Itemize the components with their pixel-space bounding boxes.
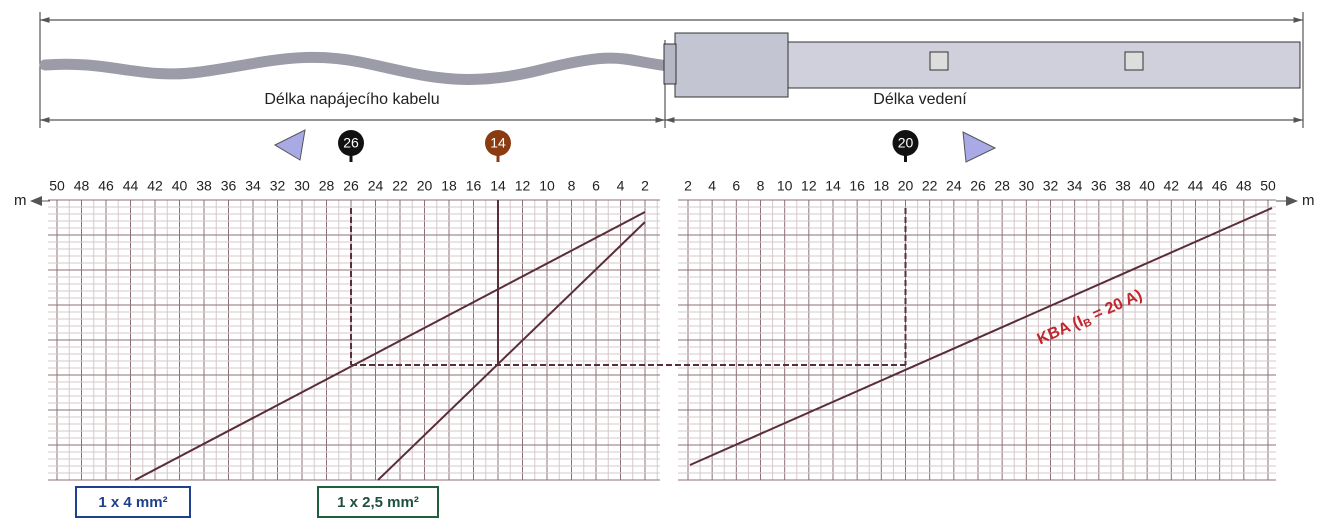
tick-label-left: 22 — [392, 178, 408, 194]
tick-label-right: 40 — [1139, 178, 1155, 194]
kba-suffix: = 20 A) — [1086, 287, 1145, 326]
tick-label-left: 30 — [294, 178, 310, 194]
tick-label-left: 26 — [343, 178, 359, 194]
tick-label-right: 8 — [757, 178, 765, 194]
pointer-left — [273, 129, 306, 161]
label-box — [75, 486, 191, 518]
tick-label-right: 26 — [970, 178, 986, 194]
rail — [787, 41, 1301, 89]
tick-label-right: 34 — [1067, 178, 1083, 194]
tick-label-left: 42 — [147, 178, 163, 194]
marker-label: 14 — [490, 135, 506, 151]
curve-4mm — [134, 211, 646, 481]
marker — [892, 130, 919, 156]
tick-label-right: 20 — [898, 178, 914, 194]
tick-label-right: 18 — [874, 178, 890, 194]
tick-label-left: 32 — [270, 178, 286, 194]
tick-label-left: 6 — [592, 178, 600, 194]
curve-kba — [689, 207, 1273, 466]
grid — [48, 199, 1276, 481]
tick-label-right: 42 — [1164, 178, 1180, 194]
pointer-right — [962, 131, 997, 163]
marker — [338, 130, 364, 156]
tick-label-left: 38 — [196, 178, 212, 194]
tick-label-left: 36 — [221, 178, 237, 194]
tick-label-right: 4 — [708, 178, 716, 194]
tick-label-left: 12 — [515, 178, 531, 194]
tick-label-left: 46 — [98, 178, 114, 194]
tick-label-right: 28 — [994, 178, 1010, 194]
tick-label-left: 20 — [417, 178, 433, 194]
dimension-lines — [39, 12, 1304, 128]
marker — [485, 130, 511, 156]
tick-label-right: 10 — [777, 178, 793, 194]
marker-label: 26 — [343, 135, 359, 151]
outlet — [1124, 51, 1144, 71]
connector — [674, 32, 789, 98]
unit-right: m — [1302, 192, 1315, 209]
cable — [39, 51, 674, 85]
tick-label-left: 24 — [368, 178, 384, 194]
tick-label-right: 44 — [1188, 178, 1204, 194]
tick-label-right: 2 — [684, 178, 692, 194]
marker-label: 20 — [898, 135, 914, 151]
tick-label-left: 4 — [617, 178, 625, 194]
curve-4mm-label: 1 x 4 mm² — [98, 494, 167, 511]
tick-label-left: 2 — [641, 178, 649, 194]
tick-label-left: 34 — [245, 178, 261, 194]
tick-label-right: 24 — [946, 178, 962, 194]
curve-2-5mm — [377, 221, 646, 481]
curves — [134, 207, 1273, 481]
tick-label-left: 14 — [490, 178, 506, 194]
tick-label-right: 30 — [1019, 178, 1035, 194]
tick-label-left: 16 — [466, 178, 482, 194]
curve-2-5mm-label: 1 x 2,5 mm² — [337, 494, 419, 511]
label-box — [317, 486, 439, 518]
tick-label-right: 38 — [1115, 178, 1131, 194]
tick-label-right: 32 — [1043, 178, 1059, 194]
tick-label-right: 16 — [849, 178, 865, 194]
tick-label-left: 18 — [441, 178, 457, 194]
outlet — [929, 51, 949, 71]
tick-label-right: 22 — [922, 178, 938, 194]
tick-label-left: 28 — [319, 178, 335, 194]
tick-label-left: 8 — [568, 178, 576, 194]
tick-label-left: 10 — [539, 178, 555, 194]
tick-label-right: 6 — [732, 178, 740, 194]
tick-label-left: 44 — [123, 178, 139, 194]
tick-label-left: 40 — [172, 178, 188, 194]
tick-label-right: 46 — [1212, 178, 1228, 194]
tick-label-left: 48 — [74, 178, 90, 194]
connector-plug — [663, 43, 677, 85]
tick-label-right: 14 — [825, 178, 841, 194]
unit-left: m — [14, 192, 27, 209]
tick-label-right: 48 — [1236, 178, 1252, 194]
tick-label-right: 50 — [1260, 178, 1276, 194]
line-length-label: Délka vedení — [873, 91, 967, 108]
tick-label-left: 50 — [49, 178, 65, 194]
tick-label-right: 36 — [1091, 178, 1107, 194]
tick-label-right: 12 — [801, 178, 817, 194]
cable-length-label: Délka napájecího kabelu — [264, 91, 439, 108]
